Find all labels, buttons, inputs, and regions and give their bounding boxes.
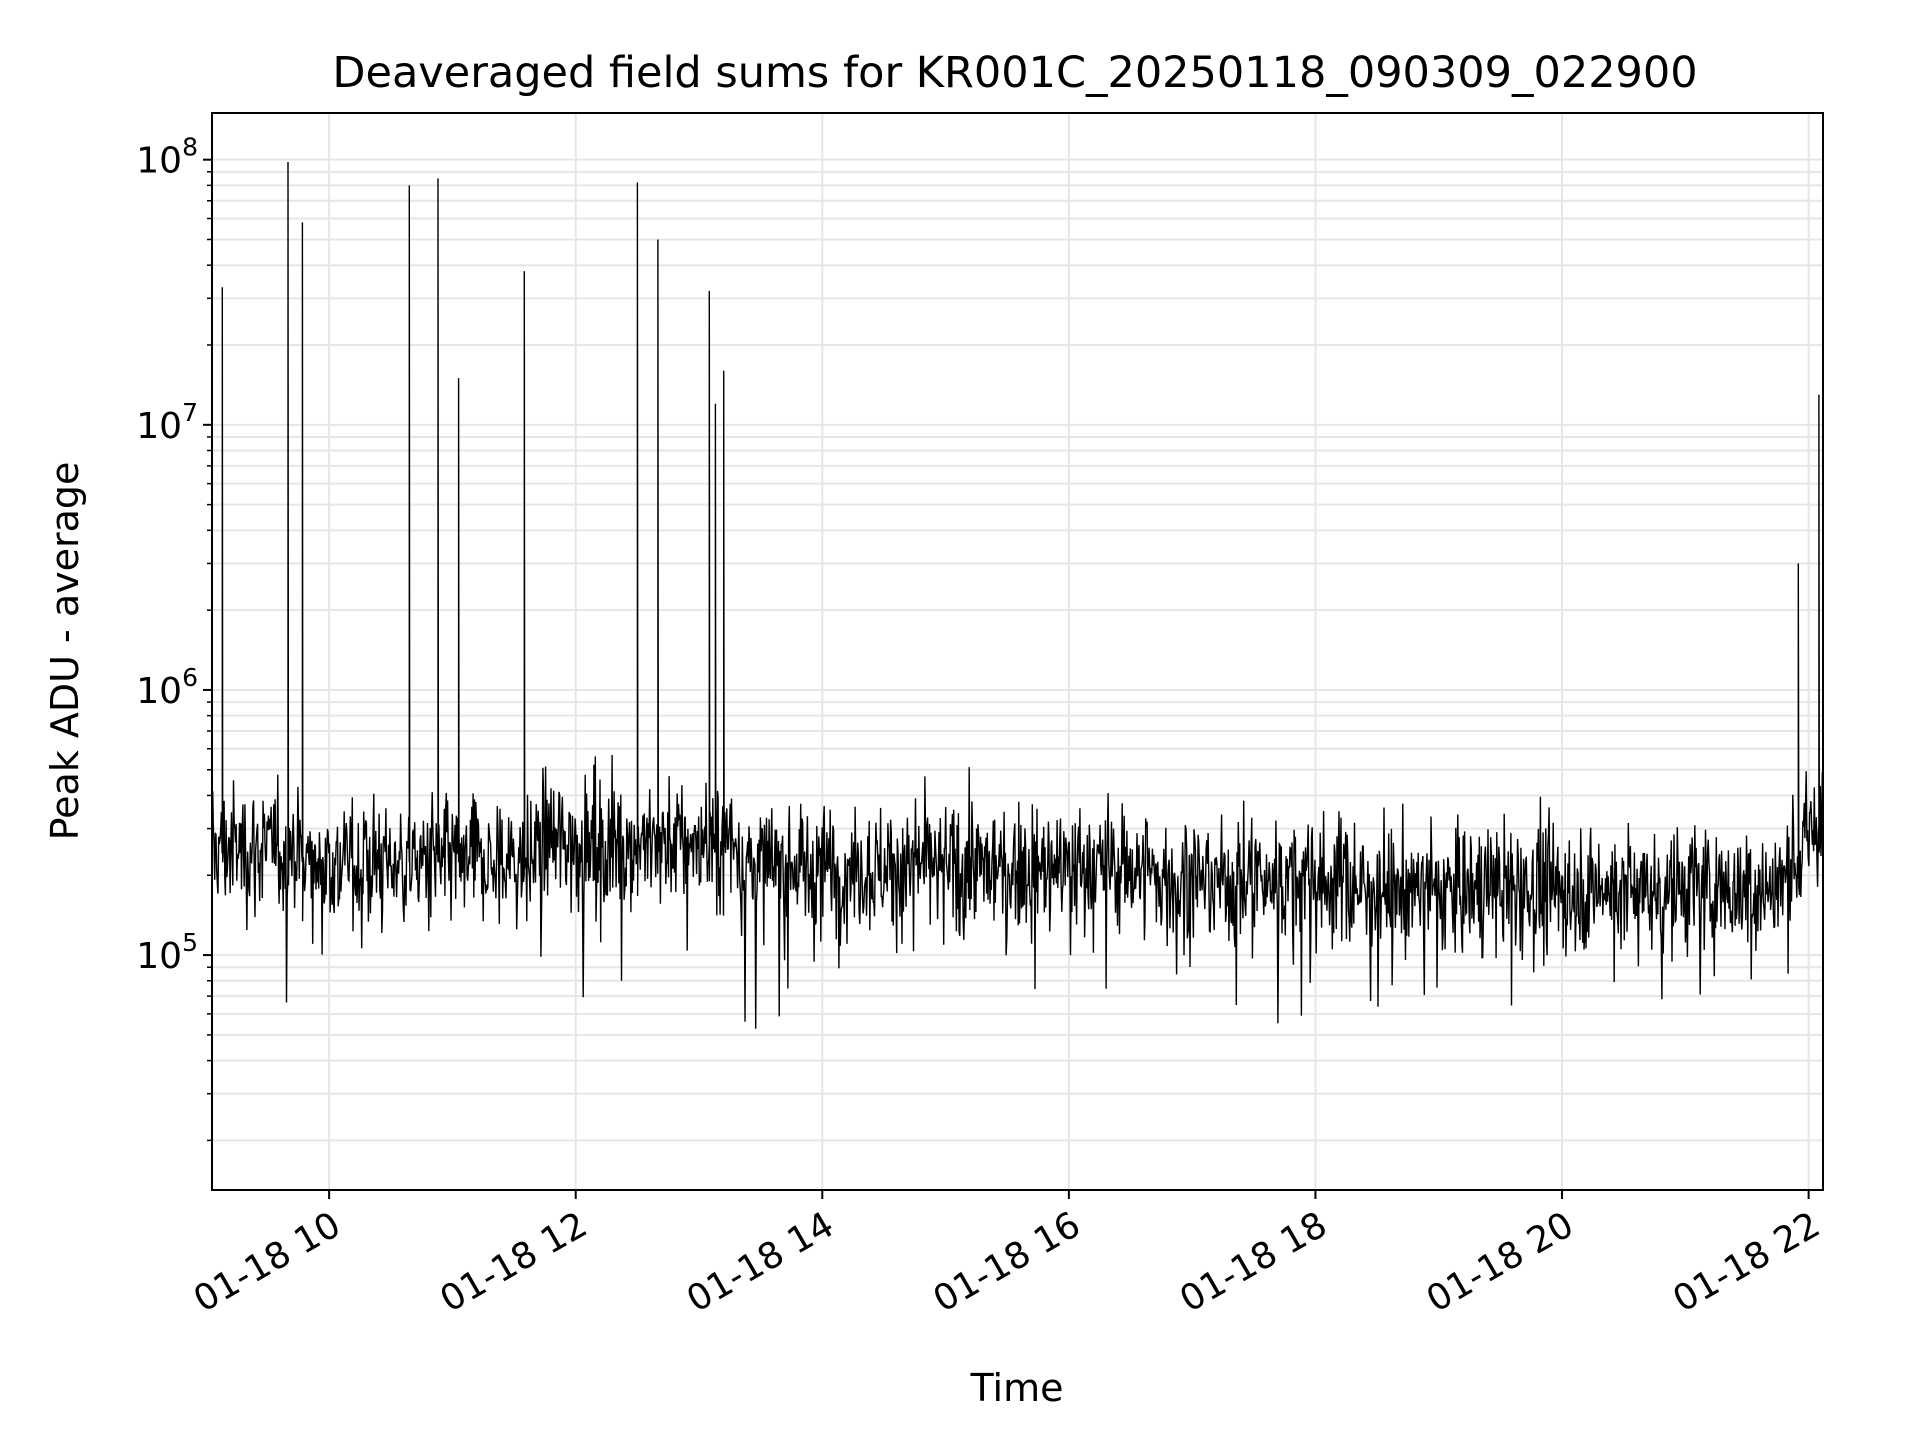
y-tick-label: 108 (136, 133, 198, 182)
y-tick-label: 107 (136, 398, 198, 447)
major-grid (212, 113, 1823, 1190)
series-line (211, 161, 1824, 1029)
y-axis: 105 106 107 108 (136, 133, 212, 1142)
chart-title: Deaveraged field sums for KR001C_2025011… (332, 48, 1697, 98)
y-axis-label: Peak ADU - average (43, 462, 87, 841)
y-tick-label: 105 (136, 928, 198, 977)
x-axis-label: Time (970, 1366, 1064, 1410)
plot-frame (211, 112, 1824, 1191)
data-series (211, 161, 1824, 1029)
minor-grid (212, 170, 1823, 1142)
y-tick-label: 106 (136, 663, 198, 712)
